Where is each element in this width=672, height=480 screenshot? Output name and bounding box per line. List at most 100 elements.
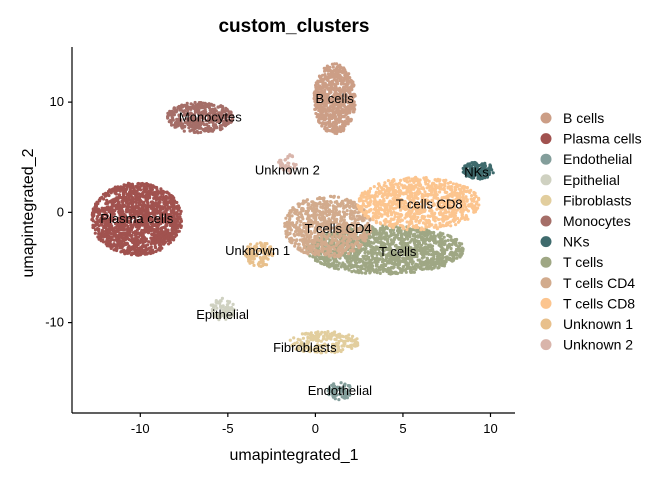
data-point (120, 196, 124, 200)
data-point (261, 245, 266, 249)
data-point (306, 349, 310, 353)
data-point (406, 237, 410, 241)
data-point (124, 195, 128, 200)
data-point (313, 350, 317, 354)
data-point (411, 233, 415, 237)
data-point (162, 217, 166, 221)
data-point (332, 266, 336, 270)
data-point (312, 96, 316, 101)
data-point (324, 129, 328, 133)
data-point (146, 243, 150, 247)
data-point (318, 97, 323, 102)
data-point (215, 126, 219, 130)
data-point (393, 261, 397, 265)
data-point (409, 239, 413, 243)
data-point (247, 254, 251, 258)
data-point (199, 122, 203, 126)
data-point (172, 238, 176, 242)
data-point (218, 314, 223, 318)
data-point (187, 120, 191, 124)
data-point (293, 166, 297, 170)
data-point (147, 246, 152, 250)
data-point (440, 263, 444, 268)
data-point (363, 244, 367, 248)
data-point (332, 72, 336, 76)
data-point (253, 248, 257, 252)
data-point (375, 271, 379, 275)
data-point (342, 126, 346, 130)
data-point (323, 107, 327, 111)
data-point (321, 337, 325, 341)
data-point (348, 100, 352, 104)
data-point (393, 233, 397, 237)
data-point (330, 124, 335, 128)
data-point (354, 257, 358, 261)
data-point (333, 83, 337, 87)
data-point (430, 238, 435, 242)
data-point (160, 233, 164, 237)
data-point (167, 200, 171, 204)
data-point (138, 200, 142, 204)
data-point (123, 224, 127, 228)
data-point (166, 111, 170, 115)
data-point (443, 239, 448, 243)
data-point (103, 222, 107, 226)
data-point (345, 107, 349, 111)
data-point (342, 89, 347, 93)
data-point (291, 162, 296, 166)
data-point (221, 110, 225, 114)
data-point (433, 235, 437, 239)
data-point (347, 333, 351, 337)
data-point (104, 240, 109, 244)
data-point (170, 112, 174, 116)
data-point (344, 70, 348, 74)
data-point (156, 228, 160, 232)
data-point (328, 336, 332, 340)
data-point (399, 229, 403, 233)
data-point (158, 208, 163, 212)
data-point (409, 228, 413, 232)
data-point (368, 264, 372, 268)
data-point (218, 301, 222, 305)
data-point (159, 195, 163, 199)
data-point (357, 260, 362, 264)
data-point (215, 315, 219, 319)
data-point (173, 218, 177, 223)
data-point (137, 253, 141, 257)
data-point (161, 242, 165, 246)
data-point (337, 114, 341, 118)
data-point (101, 233, 105, 237)
data-point (292, 336, 296, 340)
data-point (116, 240, 121, 244)
data-point (336, 347, 340, 351)
data-point (344, 256, 348, 260)
data-point (407, 265, 411, 269)
data-point (161, 189, 165, 194)
data-point (97, 199, 102, 203)
data-point (446, 238, 450, 242)
data-point (341, 108, 345, 112)
data-point (103, 229, 107, 234)
data-point (344, 93, 348, 97)
data-point (413, 265, 417, 269)
data-point (160, 192, 164, 196)
data-point (322, 121, 326, 125)
data-point (460, 242, 464, 246)
data-point (133, 246, 137, 250)
data-point (195, 105, 199, 110)
data-point (94, 223, 98, 227)
data-point (432, 231, 436, 235)
data-point (336, 102, 340, 106)
data-point (123, 221, 127, 225)
data-point (422, 255, 426, 259)
data-point (116, 200, 121, 204)
data-point (217, 114, 221, 118)
data-point (155, 187, 159, 192)
data-point (347, 388, 351, 392)
data-point (132, 221, 137, 225)
data-point (296, 348, 300, 352)
data-point (362, 255, 366, 259)
data-point (313, 107, 317, 111)
data-point (151, 239, 155, 243)
data-point (325, 121, 329, 125)
